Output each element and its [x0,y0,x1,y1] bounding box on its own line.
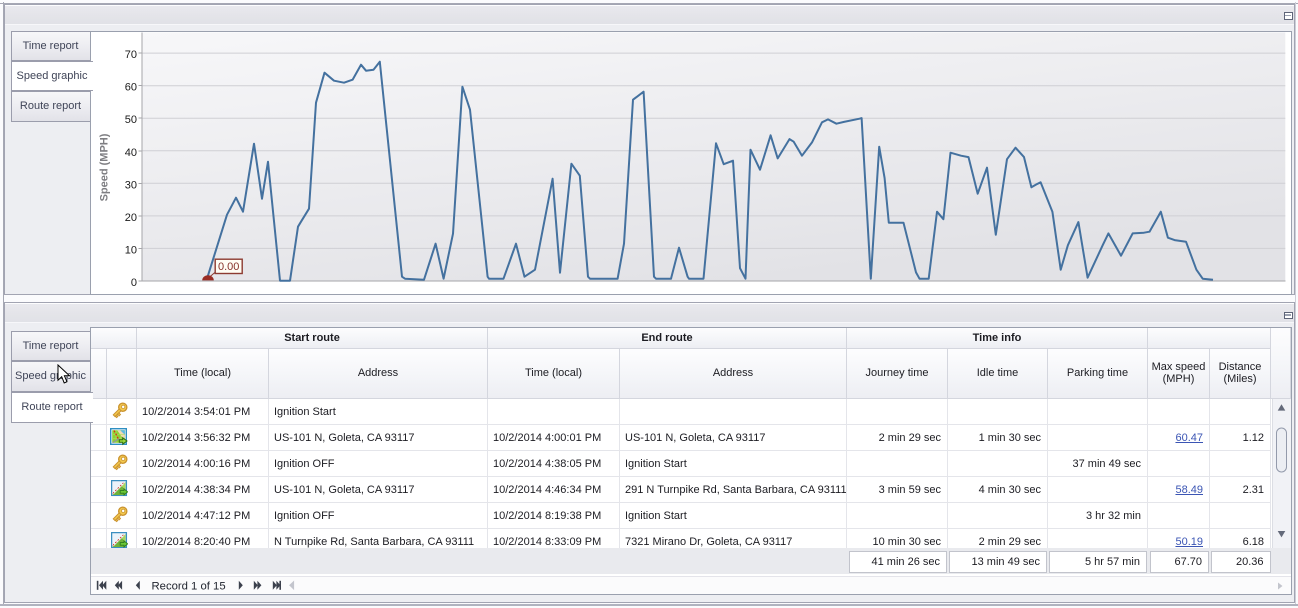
svg-text:10: 10 [125,244,137,256]
svg-text:Record 1 of 15: Record 1 of 15 [151,580,225,592]
svg-text:40: 40 [125,146,137,158]
svg-text:20: 20 [125,211,137,223]
svg-text:60: 60 [125,81,137,93]
svg-text:50: 50 [125,114,137,126]
svg-text:70: 70 [125,49,137,61]
svg-text:0.00: 0.00 [218,261,239,273]
svg-text:30: 30 [125,179,137,191]
svg-text:0: 0 [131,277,137,289]
svg-text:Speed (MPH): Speed (MPH) [99,133,111,201]
